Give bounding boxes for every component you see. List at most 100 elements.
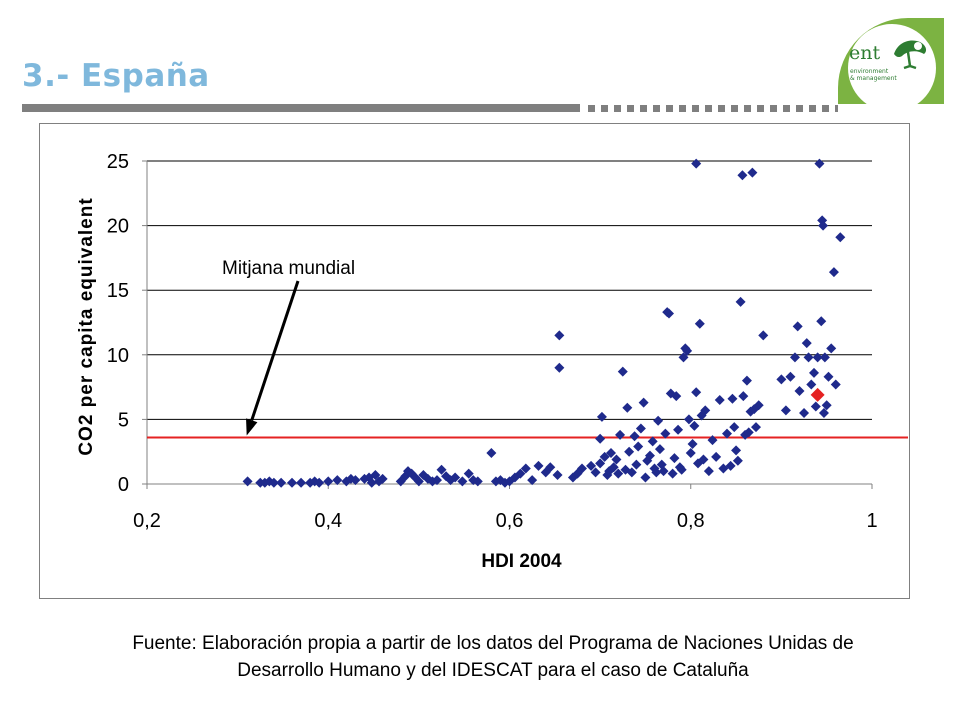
- data-point: [370, 469, 381, 480]
- data-point: [735, 296, 746, 307]
- annotation-arrow-shaft: [250, 280, 300, 421]
- data-point: [457, 476, 468, 487]
- data-point: [818, 407, 829, 418]
- data-point: [828, 267, 839, 278]
- data-point: [818, 220, 829, 231]
- data-point: [647, 436, 658, 447]
- data-point: [577, 463, 587, 474]
- slide-title: 3.- España: [22, 58, 210, 94]
- data-point: [694, 318, 705, 329]
- annotation: Mitjana mundial: [222, 258, 355, 436]
- data-point: [520, 463, 531, 474]
- data-point: [590, 467, 601, 478]
- data-point: [608, 462, 619, 473]
- data-point: [738, 391, 749, 402]
- data-point: [268, 477, 279, 488]
- data-point: [631, 459, 642, 470]
- data-point: [486, 447, 497, 458]
- data-point: [691, 158, 702, 169]
- data-point: [276, 477, 287, 488]
- data-point: [821, 400, 832, 411]
- caption-line-1: Fuente: Elaboración propia a partir de l…: [132, 633, 854, 654]
- highlight-point-spain: [810, 387, 825, 402]
- data-point: [596, 411, 607, 422]
- data-point: [432, 475, 442, 486]
- data-point: [785, 371, 796, 382]
- data-point: [377, 473, 388, 484]
- x-tick-label: 0,2: [133, 510, 161, 532]
- axes: [142, 160, 873, 489]
- data-point: [664, 308, 674, 319]
- data-point: [323, 476, 334, 487]
- data-point: [667, 468, 678, 479]
- data-point: [817, 215, 828, 226]
- x-tick-label: 0,8: [677, 510, 705, 532]
- data-point: [242, 476, 253, 487]
- data-point: [776, 374, 787, 385]
- data-point: [611, 454, 622, 465]
- data-point: [615, 429, 626, 440]
- data-point: [835, 232, 846, 243]
- data-point: [287, 477, 297, 488]
- data-point: [658, 466, 669, 477]
- y-tick-label: 20: [107, 216, 129, 238]
- data-point: [653, 415, 664, 426]
- data-point: [463, 468, 474, 479]
- data-point: [727, 393, 738, 404]
- annotation-label: Mitjana mundial: [222, 258, 355, 279]
- y-axis-label: CO2 per capita equivalent: [76, 197, 97, 455]
- data-point: [711, 451, 722, 462]
- x-tick-label: 1: [866, 510, 877, 532]
- data-point: [626, 467, 637, 478]
- data-point: [515, 468, 526, 479]
- data-point: [747, 167, 758, 178]
- data-point: [638, 397, 649, 408]
- data-point: [633, 441, 644, 452]
- data-point: [669, 453, 680, 464]
- data-point: [599, 451, 610, 462]
- y-tick-label: 0: [118, 474, 129, 496]
- data-point: [545, 462, 556, 473]
- data-point: [332, 475, 343, 486]
- data-point: [554, 330, 565, 341]
- data-point: [554, 362, 565, 373]
- ent-logo: ent environment & management: [838, 18, 944, 104]
- data-point: [809, 367, 819, 378]
- data-point: [792, 321, 803, 332]
- data-point: [350, 475, 361, 486]
- x-tick-label: 0,4: [314, 510, 342, 532]
- data-point: [635, 423, 646, 434]
- data-point: [472, 476, 483, 487]
- x-tick-labels: 0,2 0,4 0,6 0,8 1: [133, 510, 877, 532]
- data-point: [413, 476, 424, 487]
- data-point: [640, 472, 651, 483]
- data-point: [698, 454, 709, 465]
- data-point: [682, 345, 693, 356]
- y-tick-label: 25: [107, 151, 129, 173]
- data-point: [732, 455, 743, 466]
- data-point: [753, 400, 764, 411]
- data-point: [689, 420, 700, 431]
- data-point: [794, 385, 805, 396]
- x-tick-label: 0,6: [496, 510, 524, 532]
- logo-wordmark: ent: [849, 42, 881, 64]
- logo-circle: [848, 24, 936, 104]
- data-point: [780, 405, 791, 416]
- data-point: [314, 477, 325, 488]
- data-point: [830, 379, 841, 390]
- data-points: [242, 158, 846, 488]
- data-point: [613, 468, 624, 479]
- data-point: [366, 477, 377, 488]
- data-point: [789, 352, 800, 363]
- data-point: [595, 433, 606, 444]
- data-point: [671, 391, 682, 402]
- data-point: [624, 446, 635, 457]
- data-point: [803, 352, 814, 363]
- data-point: [296, 477, 307, 488]
- data-point: [743, 427, 754, 438]
- data-point: [751, 422, 761, 433]
- data-point: [654, 444, 665, 455]
- data-point: [450, 472, 461, 483]
- gridlines: [147, 160, 872, 420]
- data-point: [595, 458, 606, 469]
